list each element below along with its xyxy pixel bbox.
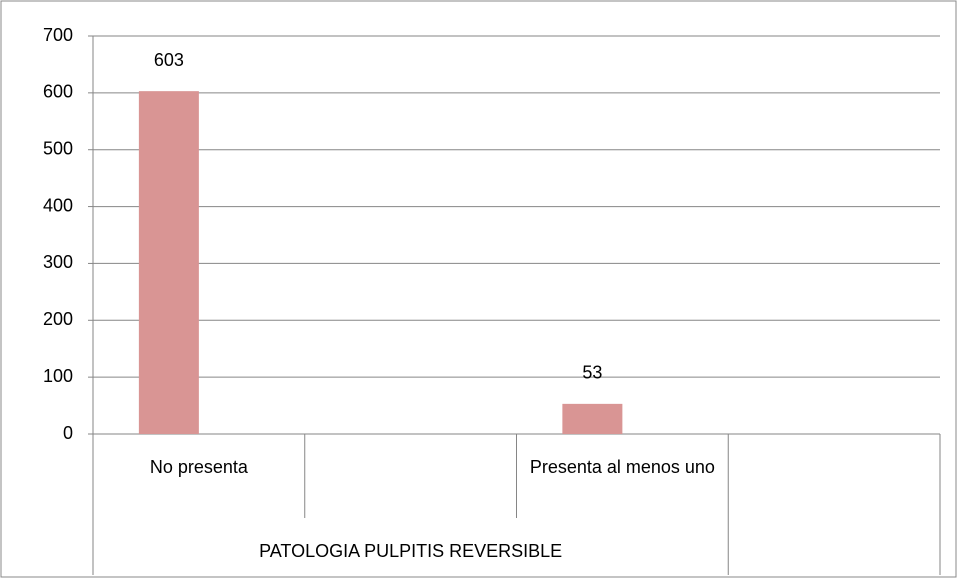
x-tick-label-box: No presenta [149, 457, 248, 477]
group-label: PATOLOGIA PULPITIS REVERSIBLE [259, 541, 562, 561]
bar [562, 403, 623, 434]
bar [138, 91, 199, 434]
y-tick-label: 300 [43, 252, 73, 272]
data-label: 603 [154, 50, 184, 70]
y-tick-label: 200 [43, 309, 73, 329]
data-label: 53 [582, 363, 602, 383]
x-tick-label: No presenta [149, 457, 248, 477]
x-tick-label: Presenta al menos uno [529, 457, 715, 477]
y-tick-label: 100 [43, 366, 73, 386]
y-tick-label: 600 [43, 82, 73, 102]
y-tick-label: 0 [63, 423, 73, 443]
y-tick-label: 400 [43, 195, 73, 215]
x-tick-label-box: Presenta al menos uno [529, 457, 715, 477]
y-tick-label: 500 [43, 138, 73, 158]
y-tick-label: 700 [43, 25, 73, 45]
